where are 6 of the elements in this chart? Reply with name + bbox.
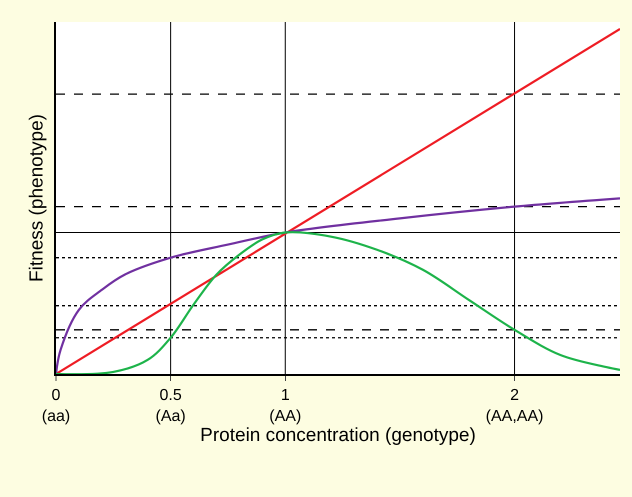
y-axis-title: Fitness (phenotype)	[26, 114, 48, 282]
x-tick-label: 1 (AA)	[269, 386, 302, 425]
x-axis-title: Protein concentration (genotype)	[200, 425, 476, 446]
x-tick-label: 2 (AA,AA)	[486, 386, 544, 425]
x-tick-label: 0.5 (Aa)	[156, 386, 186, 425]
x-tick-label: 0 (aa)	[42, 386, 70, 425]
